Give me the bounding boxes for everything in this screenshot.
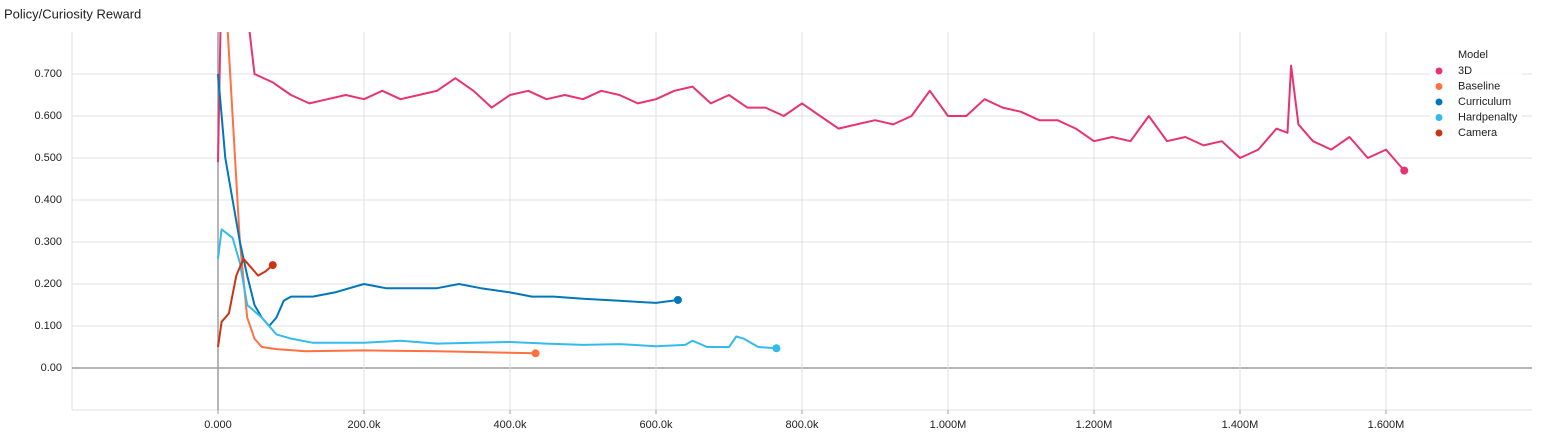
y-tick-label: 0.600 (34, 110, 62, 122)
grid: 0.00 0.100 0.200 0.300 0.400 0.500 0.600 0.700 0… (34, 32, 1532, 431)
chart-title: Policy/Curiosity Reward (4, 6, 141, 21)
plot-lines (217, 32, 1406, 355)
x-tick-label: 0.000 (204, 419, 232, 431)
series-line (226, 32, 536, 355)
y-tick-label: 0.500 (34, 152, 62, 164)
x-tick-label: 1.400M (1222, 419, 1259, 431)
x-tick-label: 1.200M (1076, 419, 1113, 431)
y-tick-label: 0.300 (34, 236, 62, 248)
legend-swatch (1435, 114, 1443, 121)
y-tick-label: 0.400 (34, 194, 62, 206)
y-tick-label: 0.100 (34, 320, 62, 332)
legend-swatch (1435, 83, 1443, 90)
legend-label: Hardpenalty (1458, 111, 1518, 123)
x-tick-label: 400.0k (493, 419, 527, 431)
legend-swatch (1435, 129, 1443, 137)
series-line (217, 32, 1406, 172)
y-tick-label: 0.700 (34, 68, 62, 80)
legend-title: Model (1458, 49, 1488, 61)
series-line (217, 257, 274, 348)
y-tick-label: 0.00 (41, 362, 62, 374)
legend-label: Curriculum (1458, 96, 1511, 108)
end-dot (772, 344, 781, 353)
end-dot (1400, 166, 1409, 175)
legend-box (1430, 46, 1522, 142)
x-tick-label: 200.0k (347, 419, 381, 431)
end-dot (673, 295, 682, 304)
legend-label: Camera (1458, 127, 1498, 139)
series-line (217, 73, 679, 327)
legend-label: Baseline (1458, 80, 1500, 92)
end-dot (268, 261, 277, 270)
legend-label: 3D (1458, 65, 1472, 77)
end-dots (268, 166, 1409, 358)
end-dot (531, 349, 540, 358)
series-line (217, 228, 777, 350)
x-tick-label: 1.600M (1368, 419, 1405, 431)
legend: Model 3D Baseline Curriculum Hardpenalty Came… (1430, 46, 1522, 142)
x-tick-label: 600.0k (639, 419, 673, 431)
x-tick-label: 1.000M (930, 419, 967, 431)
legend-swatch (1435, 67, 1443, 75)
legend-swatch (1435, 98, 1443, 106)
y-tick-label: 0.200 (34, 278, 62, 290)
x-tick-label: 800.0k (785, 419, 819, 431)
